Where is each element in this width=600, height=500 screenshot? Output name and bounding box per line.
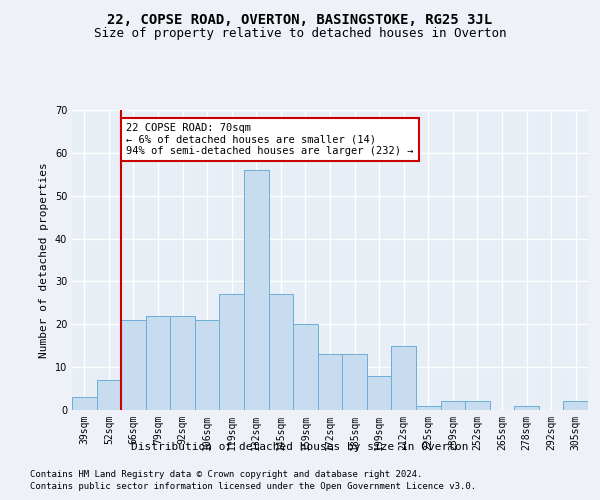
Text: Contains HM Land Registry data © Crown copyright and database right 2024.: Contains HM Land Registry data © Crown c… [30, 470, 422, 479]
Bar [195, 320, 220, 410]
Bar [514, 406, 539, 410]
Y-axis label: Number of detached properties: Number of detached properties [39, 162, 49, 358]
Bar [416, 406, 440, 410]
Text: Size of property relative to detached houses in Overton: Size of property relative to detached ho… [94, 28, 506, 40]
Bar [72, 397, 97, 410]
Bar [97, 380, 121, 410]
Text: Distribution of detached houses by size in Overton: Distribution of detached houses by size … [131, 442, 469, 452]
Bar [146, 316, 170, 410]
Bar [440, 402, 465, 410]
Bar [269, 294, 293, 410]
Text: 22, COPSE ROAD, OVERTON, BASINGSTOKE, RG25 3JL: 22, COPSE ROAD, OVERTON, BASINGSTOKE, RG… [107, 12, 493, 26]
Bar [244, 170, 269, 410]
Bar [170, 316, 195, 410]
Bar [220, 294, 244, 410]
Bar [391, 346, 416, 410]
Text: 22 COPSE ROAD: 70sqm
← 6% of detached houses are smaller (14)
94% of semi-detach: 22 COPSE ROAD: 70sqm ← 6% of detached ho… [126, 123, 413, 156]
Bar [367, 376, 391, 410]
Text: Contains public sector information licensed under the Open Government Licence v3: Contains public sector information licen… [30, 482, 476, 491]
Bar [318, 354, 342, 410]
Bar [563, 402, 588, 410]
Bar [121, 320, 146, 410]
Bar [465, 402, 490, 410]
Bar [293, 324, 318, 410]
Bar [342, 354, 367, 410]
